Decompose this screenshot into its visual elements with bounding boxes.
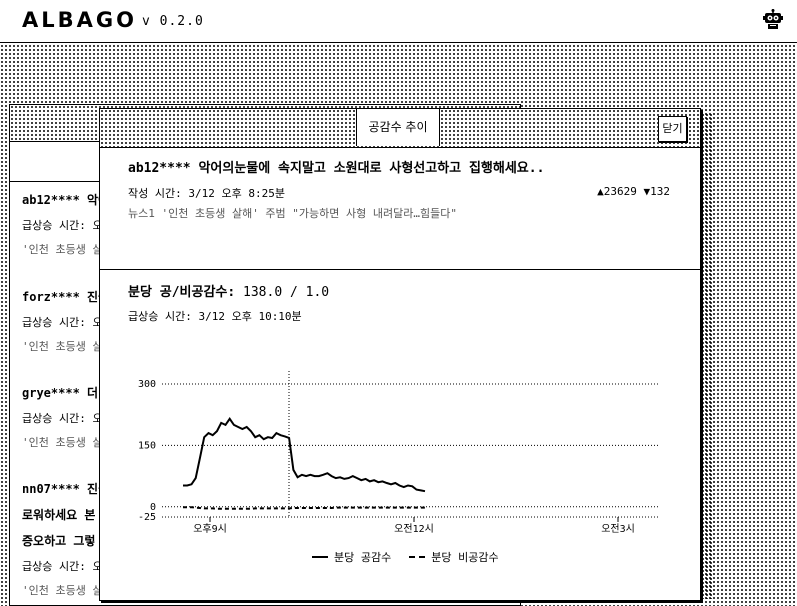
app-logo[interactable]: ALBAGO [22, 8, 137, 32]
list-item-title: forz**** 진술 [22, 290, 110, 304]
x-tick-label: 오전12시 [394, 523, 434, 535]
list-item[interactable]: forz**** 진술 급상승 시간: 오 '인천 초등생 살 [22, 288, 502, 354]
list-item[interactable]: nn07**** 진실 로워하세요 본 증오하고 그렇 급상승 시간: 오 '인… [22, 480, 502, 598]
list-item-news: '인천 초등생 살 [22, 584, 103, 597]
legend-label: 분당 비공감수 [431, 551, 499, 564]
y-tick-label: 150 [138, 440, 156, 451]
comment-text: ab12**** 악어의눈물에 속지말고 소원대로 사형선고하고 집행해세요.. [128, 161, 545, 176]
series-line-likes [183, 417, 426, 493]
list-item-line2: 로워하세요 본 [22, 508, 96, 522]
close-button[interactable]: 닫기 [658, 116, 687, 142]
list-item[interactable]: ab12**** 악어 급상승 시간: 오 '인천 초등생 살 [22, 191, 502, 257]
list-item-title: ab12**** 악어 [22, 193, 110, 207]
x-tick-label: 오전3시 [601, 523, 635, 535]
news-link[interactable]: 뉴스1 '인천 초등생 살해' 주범 "가능하면 사형 내려달라…힘들다" [128, 207, 457, 220]
x-tick-label: 오후9시 [193, 523, 227, 535]
legend-item-likes: 분당 공감수 [312, 549, 391, 565]
legend-label: 분당 공감수 [334, 551, 392, 564]
list-item-surge: 급상승 시간: 오 [22, 412, 103, 425]
top-bar: ALBAGO v 0.2.0 [0, 0, 797, 43]
per-minute-stats: 분당 공/비공감수: 138.0 / 1.0 [128, 281, 329, 300]
list-item-news: '인천 초등생 살 [22, 243, 103, 256]
list-item-news: '인천 초등생 살 [22, 436, 103, 449]
trend-modal: 공감수 추이 닫기 ab12**** 악어의눈물에 속지말고 소원대로 사형선고… [99, 108, 701, 601]
chart-legend: 분당 공감수 분당 비공감수 [312, 549, 499, 565]
vote-counts: ▲23629 ▼132 [597, 185, 670, 198]
legend-item-dislikes: 분당 비공감수 [409, 549, 499, 565]
side-strip [700, 113, 713, 599]
list-item[interactable]: grye**** 더 흉 급상승 시간: 오 '인천 초등생 살 [22, 384, 502, 450]
surge-time: 급상승 시간: 3/12 오후 10:10분 [128, 310, 302, 323]
y-tick-label: -25 [138, 512, 156, 523]
robot-icon[interactable] [762, 9, 784, 31]
app-version: v 0.2.0 [142, 14, 204, 29]
modal-title: 공감수 추이 [356, 109, 440, 146]
legend-dashed-swatch [409, 556, 426, 558]
stats-label: 분당 공/비공감수: [128, 285, 244, 300]
y-tick-label: 0 [150, 502, 156, 513]
legend-solid-swatch [312, 556, 328, 558]
comment-card: ab12**** 악어의눈물에 속지말고 소원대로 사형선고하고 집행해세요..… [100, 147, 700, 270]
stats-value: 138.0 / 1.0 [243, 285, 330, 300]
list-item-news: '인천 초등생 살 [22, 340, 103, 353]
y-tick-label: 300 [138, 379, 156, 390]
series-line-dislikes [183, 506, 425, 510]
list-item-surge: 급상승 시간: 오 [22, 219, 103, 232]
modal-header: 공감수 추이 닫기 [100, 109, 700, 148]
list-item-surge: 급상승 시간: 오 [22, 316, 103, 329]
list-item-line3: 증오하고 그렇 [22, 534, 96, 548]
list-item-title: nn07**** 진실 [22, 482, 110, 496]
trend-chart: 300 150 0-25 오후9시 오전12시 오전3시 [138, 371, 658, 535]
list-item-surge: 급상승 시간: 오 [22, 560, 103, 573]
comment-created-time: 작성 시간: 3/12 오후 8:25분 [128, 187, 285, 200]
list-item-title: grye**** 더 흉 [22, 386, 117, 400]
